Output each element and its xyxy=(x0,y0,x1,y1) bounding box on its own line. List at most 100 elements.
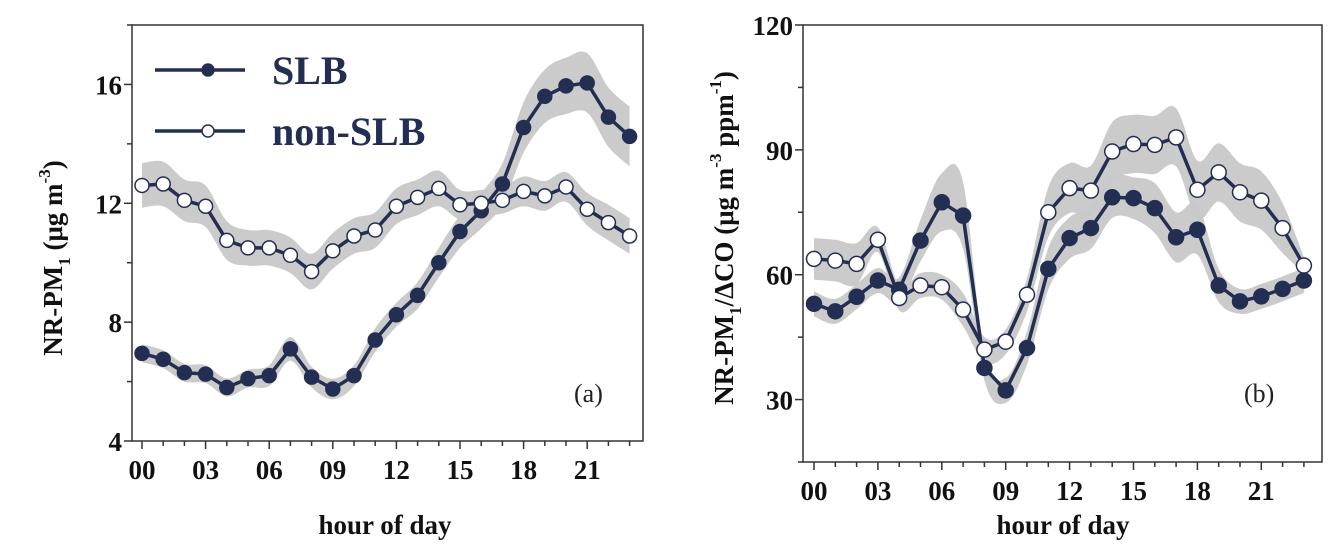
panel-a-chart: 00 03 06 09 12 15 18 21 4 8 12 16 SLB non-SLB (a) h… xyxy=(35,24,644,540)
data-point-non-slb-h13 xyxy=(1082,182,1100,199)
data-point-slb-h11 xyxy=(1040,260,1057,278)
data-point-non-slb-h6 xyxy=(933,278,951,296)
data-point-slb-h22 xyxy=(1274,280,1291,298)
data-point-non-slb-h17 xyxy=(1167,129,1185,146)
panel-a-xtick-label-03: 03 xyxy=(192,455,219,485)
data-point-non-slb-h23 xyxy=(1295,257,1313,274)
panel-b-markers xyxy=(805,129,1313,399)
panel-b-ylabel-sup2: -1 xyxy=(706,80,725,94)
panel-a-frame xyxy=(131,24,644,442)
data-point-non-slb-h7 xyxy=(954,301,972,318)
panel-b-ytick-label-120: 120 xyxy=(753,11,794,41)
data-point-non-slb-h14 xyxy=(431,180,447,197)
data-point-non-slb-h11 xyxy=(367,222,383,238)
panel-a-xtick-label-21: 21 xyxy=(574,455,601,485)
panel-a-axes-frame xyxy=(131,24,644,442)
data-point-non-slb-h9 xyxy=(997,333,1014,350)
data-point-slb-h17 xyxy=(494,176,511,192)
data-point-slb-h8 xyxy=(976,359,993,377)
panel-b-chart: 00 03 06 09 12 15 18 21 30 60 90 120 (b) hour of da… xyxy=(706,11,1323,540)
data-point-non-slb-h0 xyxy=(134,177,150,194)
data-point-slb-h14 xyxy=(431,254,447,271)
data-point-non-slb-h21 xyxy=(1253,192,1270,209)
panel-a-xtick-label-12: 12 xyxy=(383,455,410,485)
panel-b-label: (b) xyxy=(1244,379,1274,408)
data-point-non-slb-h13 xyxy=(409,189,426,206)
data-point-non-slb-h23 xyxy=(621,228,638,244)
data-point-non-slb-h8 xyxy=(303,263,320,280)
data-point-slb-h15 xyxy=(452,223,468,240)
panel-a-ylabel-close: ) xyxy=(38,160,68,169)
band-non-slb xyxy=(814,106,1304,365)
data-point-non-slb-h1 xyxy=(827,252,844,269)
data-point-non-slb-h18 xyxy=(515,183,532,200)
panel-a-ylabel-main: NR-PM xyxy=(38,266,68,356)
panel-a-ylabel-units: (μg m xyxy=(38,183,68,257)
panel-a-ticks: 00 03 06 09 12 15 18 21 4 8 12 16 xyxy=(95,24,631,485)
panel-b-ytick-label-30: 30 xyxy=(766,386,793,416)
data-point-non-slb-h2 xyxy=(176,192,193,209)
data-point-slb-h0 xyxy=(134,345,150,362)
data-point-slb-h4 xyxy=(219,379,235,396)
panel-b-xtick-label-18: 18 xyxy=(1184,476,1211,506)
data-point-non-slb-h17 xyxy=(494,192,511,209)
data-point-non-slb-h5 xyxy=(240,240,256,256)
panel-a-xlabel: hour of day xyxy=(318,510,452,540)
data-point-slb-h12 xyxy=(388,306,405,323)
panel-b-frame xyxy=(802,24,1323,463)
data-point-slb-h6 xyxy=(933,194,951,211)
data-point-non-slb-h18 xyxy=(1189,181,1206,199)
data-point-slb-h9 xyxy=(997,382,1014,399)
data-point-slb-h11 xyxy=(367,332,383,348)
data-point-non-slb-h20 xyxy=(1231,184,1249,201)
data-point-non-slb-h9 xyxy=(325,243,341,259)
data-point-non-slb-h19 xyxy=(537,188,553,204)
band-non-slb xyxy=(142,160,630,290)
data-point-non-slb-h5 xyxy=(912,277,929,294)
data-point-slb-h23 xyxy=(621,128,638,145)
panel-b-xtick-label-21: 21 xyxy=(1248,476,1275,506)
panel-b-ylabel-main: NR-PM xyxy=(709,315,739,405)
data-point-slb-h22 xyxy=(600,109,617,125)
panel-b-xtick-label-06: 06 xyxy=(928,476,955,506)
data-point-non-slb-h2 xyxy=(848,255,865,273)
data-point-non-slb-h12 xyxy=(1061,179,1078,197)
panel-b-ylabel-sub: 1 xyxy=(726,306,745,315)
data-point-non-slb-h19 xyxy=(1210,164,1227,181)
panel-a-ytick-label-4: 4 xyxy=(109,427,123,457)
panel-b-ytick-label-60: 60 xyxy=(766,261,793,291)
data-point-slb-h3 xyxy=(197,366,214,382)
data-point-non-slb-h15 xyxy=(452,197,468,213)
data-point-slb-h18 xyxy=(1189,221,1206,239)
panel-b-xtick-label-09: 09 xyxy=(992,476,1019,506)
data-point-non-slb-h21 xyxy=(579,201,595,217)
panel-b-ylabel: NR-PM1/ΔCO (μg m-3 ppm-1) xyxy=(706,71,745,405)
panel-a-xtick-label-00: 00 xyxy=(129,455,156,485)
data-point-non-slb-h10 xyxy=(1018,286,1036,303)
data-point-non-slb-h7 xyxy=(282,247,299,264)
panel-a-ylabel: NR-PM1 (μg m-3) xyxy=(35,160,74,355)
panel-a-xtick-label-09: 09 xyxy=(319,455,346,485)
data-point-slb-h21 xyxy=(1253,288,1270,305)
data-point-slb-h20 xyxy=(1231,293,1249,310)
data-point-slb-h2 xyxy=(848,288,865,306)
data-point-slb-h12 xyxy=(1061,229,1078,247)
panel-a-ylabel-sup: -3 xyxy=(35,169,54,183)
data-point-slb-h5 xyxy=(912,232,929,249)
data-point-non-slb-h6 xyxy=(261,240,277,256)
data-point-non-slb-h1 xyxy=(155,176,171,192)
data-point-non-slb-h10 xyxy=(346,228,362,244)
data-point-slb-h21 xyxy=(579,75,595,91)
data-point-non-slb-h14 xyxy=(1103,143,1121,160)
legend-nonslb-marker xyxy=(201,124,215,138)
data-point-non-slb-h16 xyxy=(473,195,489,212)
data-point-slb-h13 xyxy=(1082,219,1100,237)
data-point-slb-h1 xyxy=(827,303,844,320)
panel-a-xtick-label-15: 15 xyxy=(447,455,474,485)
legend-slb-label: SLB xyxy=(272,48,348,93)
data-point-slb-h19 xyxy=(1210,277,1227,294)
data-point-slb-h15 xyxy=(1125,189,1142,207)
panel-b-xtick-label-03: 03 xyxy=(864,476,891,506)
data-point-slb-h5 xyxy=(240,370,256,387)
